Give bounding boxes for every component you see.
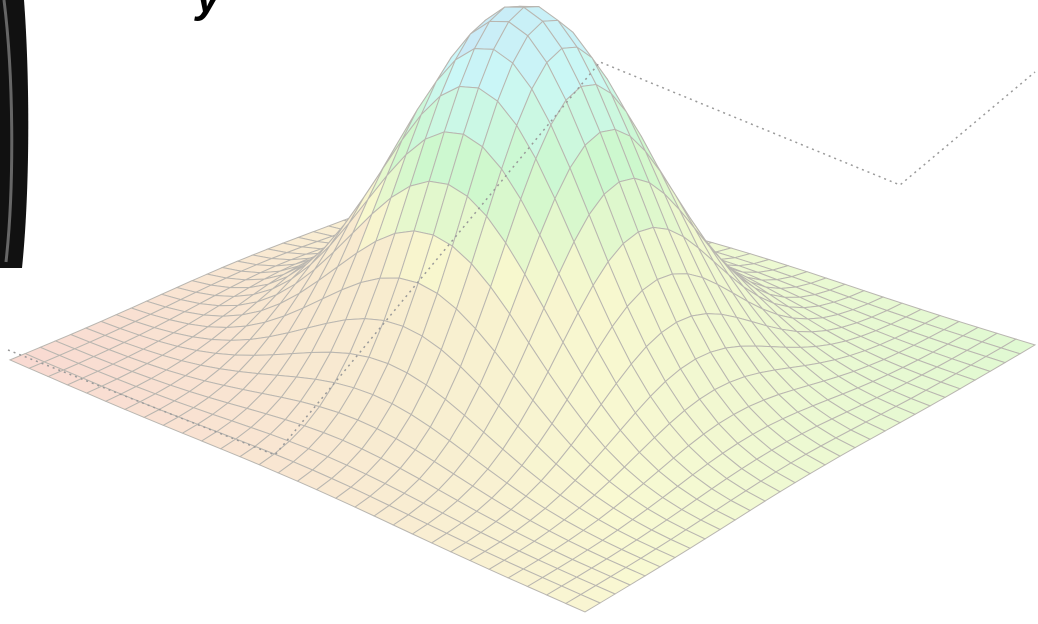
- dark-circle-edge: [0, 0, 28, 268]
- page: y (() => { const data = JSON.parse(docum…: [0, 0, 1038, 624]
- heading-fragment: y: [194, 0, 223, 22]
- surface-mesh: [10, 6, 1035, 612]
- slide: y: [0, 0, 1038, 624]
